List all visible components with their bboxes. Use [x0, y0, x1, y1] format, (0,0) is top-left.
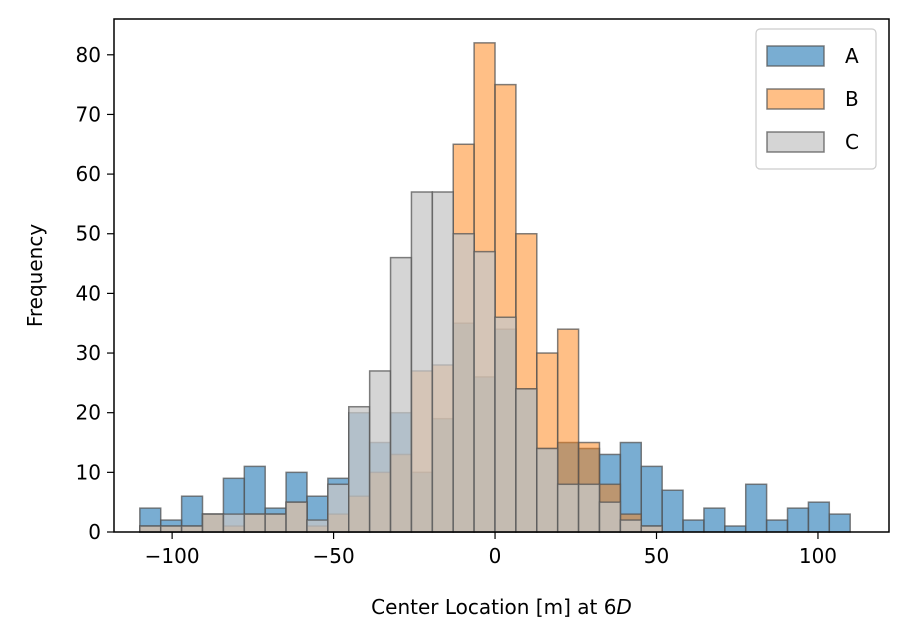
legend-label: A: [845, 44, 859, 68]
plot-frame: [113, 18, 890, 533]
legend-label: C: [845, 130, 859, 154]
histogram-bar: [410, 191, 434, 533]
histogram-bar: [807, 501, 831, 533]
histogram-bar: [536, 447, 559, 533]
legend-swatch: [766, 131, 825, 153]
histogram-bar: [577, 483, 601, 533]
histogram-bar: [159, 525, 183, 533]
y-tick-label: 10: [76, 460, 101, 484]
x-tick-label: 100: [799, 544, 837, 568]
legend-entry-A: A: [766, 44, 859, 68]
legend-entries: ABC: [766, 44, 859, 154]
histogram-bar: [494, 316, 517, 533]
histogram-bar: [348, 405, 371, 533]
y-tick-label: 70: [76, 102, 101, 126]
histogram-bar: [368, 370, 392, 533]
legend-swatch: [766, 88, 825, 110]
x-tick-label: 0: [489, 544, 502, 568]
y-tick-label: 20: [76, 401, 101, 425]
histogram-bar: [598, 501, 622, 533]
histogram-bar: [661, 489, 684, 533]
histogram-bar: [744, 483, 768, 533]
y-tick-label: 60: [76, 162, 101, 186]
histogram-bar: [640, 465, 663, 533]
histogram-bar: [640, 525, 663, 533]
legend-entry-C: C: [766, 130, 859, 154]
histogram-bar: [243, 513, 266, 533]
legend-label: B: [845, 87, 859, 111]
histogram-bar: [222, 513, 246, 533]
y-tick-label: 80: [76, 43, 101, 67]
y-axis-label: Frequency: [23, 224, 47, 327]
x-tick-label: −100: [145, 544, 200, 568]
histogram-bar: [264, 513, 287, 533]
histogram-bar: [703, 507, 726, 533]
y-axis-ticks: 0 10 20 30 40 50 60 70 80: [76, 43, 114, 544]
x-tick-label: −50: [312, 544, 354, 568]
x-tick-label: 50: [644, 544, 669, 568]
histogram-bar: [327, 483, 350, 533]
histogram-bar: [724, 525, 747, 533]
legend-entry-B: B: [766, 87, 859, 111]
histogram-bar: [828, 513, 851, 533]
y-tick-label: 0: [88, 520, 101, 544]
histogram-bar: [515, 388, 538, 533]
y-tick-label: 30: [76, 341, 101, 365]
histogram-bar: [786, 507, 810, 533]
histogram-bar: [306, 519, 329, 533]
histogram-bar: [473, 250, 496, 533]
x-axis-label: Center Location [m] at 6D: [371, 595, 632, 619]
histogram-bar: [556, 483, 580, 533]
histogram-bar: [765, 519, 789, 533]
histogram-bar: [139, 525, 162, 533]
histogram-bar: [431, 191, 454, 533]
histogram-bars: [139, 42, 851, 533]
legend: ABC: [755, 28, 877, 170]
histogram-bar: [285, 501, 308, 533]
y-tick-label: 50: [76, 222, 101, 246]
histogram-bar: [452, 232, 475, 533]
series-C-bars: [139, 191, 663, 533]
histogram-bar: [180, 525, 204, 533]
histogram-bar: [619, 519, 643, 533]
histogram-bar: [201, 513, 225, 533]
histogram-bar: [682, 519, 705, 533]
x-axis-ticks: −100 −50 0 50 100: [145, 532, 837, 568]
histogram-bar: [389, 256, 413, 533]
legend-swatch: [766, 45, 825, 67]
y-tick-label: 40: [76, 281, 101, 305]
